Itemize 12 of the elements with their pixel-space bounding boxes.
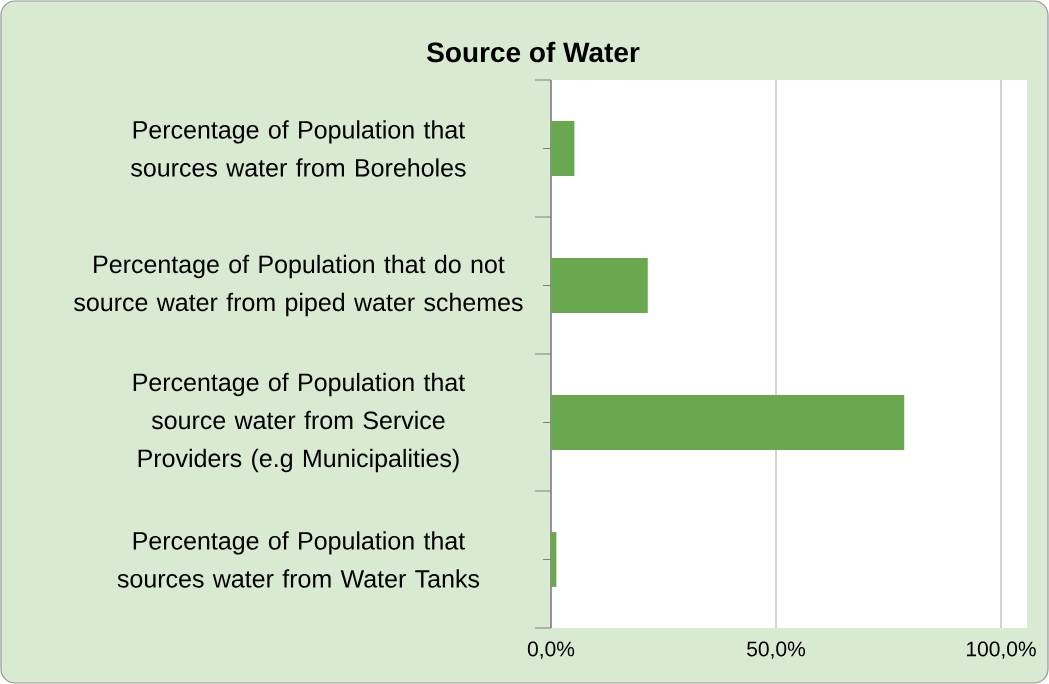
y-tick-label: Percentage of Population that sources water from Water Tanks xyxy=(117,531,480,588)
x-tick-label: 50,0% xyxy=(747,641,806,659)
x-tick-label: 0,0% xyxy=(527,641,575,659)
bar xyxy=(551,395,905,450)
bar xyxy=(551,258,648,313)
y-tick-label: Percentage of Population that do not source water from piped water schemes xyxy=(74,254,523,317)
y-tick-label: Percentage of Population that source water from Service Providers (e.g Municipalities) xyxy=(133,372,465,473)
chart-title: Source of Water xyxy=(426,41,640,63)
bar xyxy=(551,121,575,176)
x-tick-label: 100,0% xyxy=(966,641,1036,659)
bar xyxy=(551,532,557,587)
y-tick-label: Percentage of Population that sources water from Boreholes xyxy=(131,120,466,177)
